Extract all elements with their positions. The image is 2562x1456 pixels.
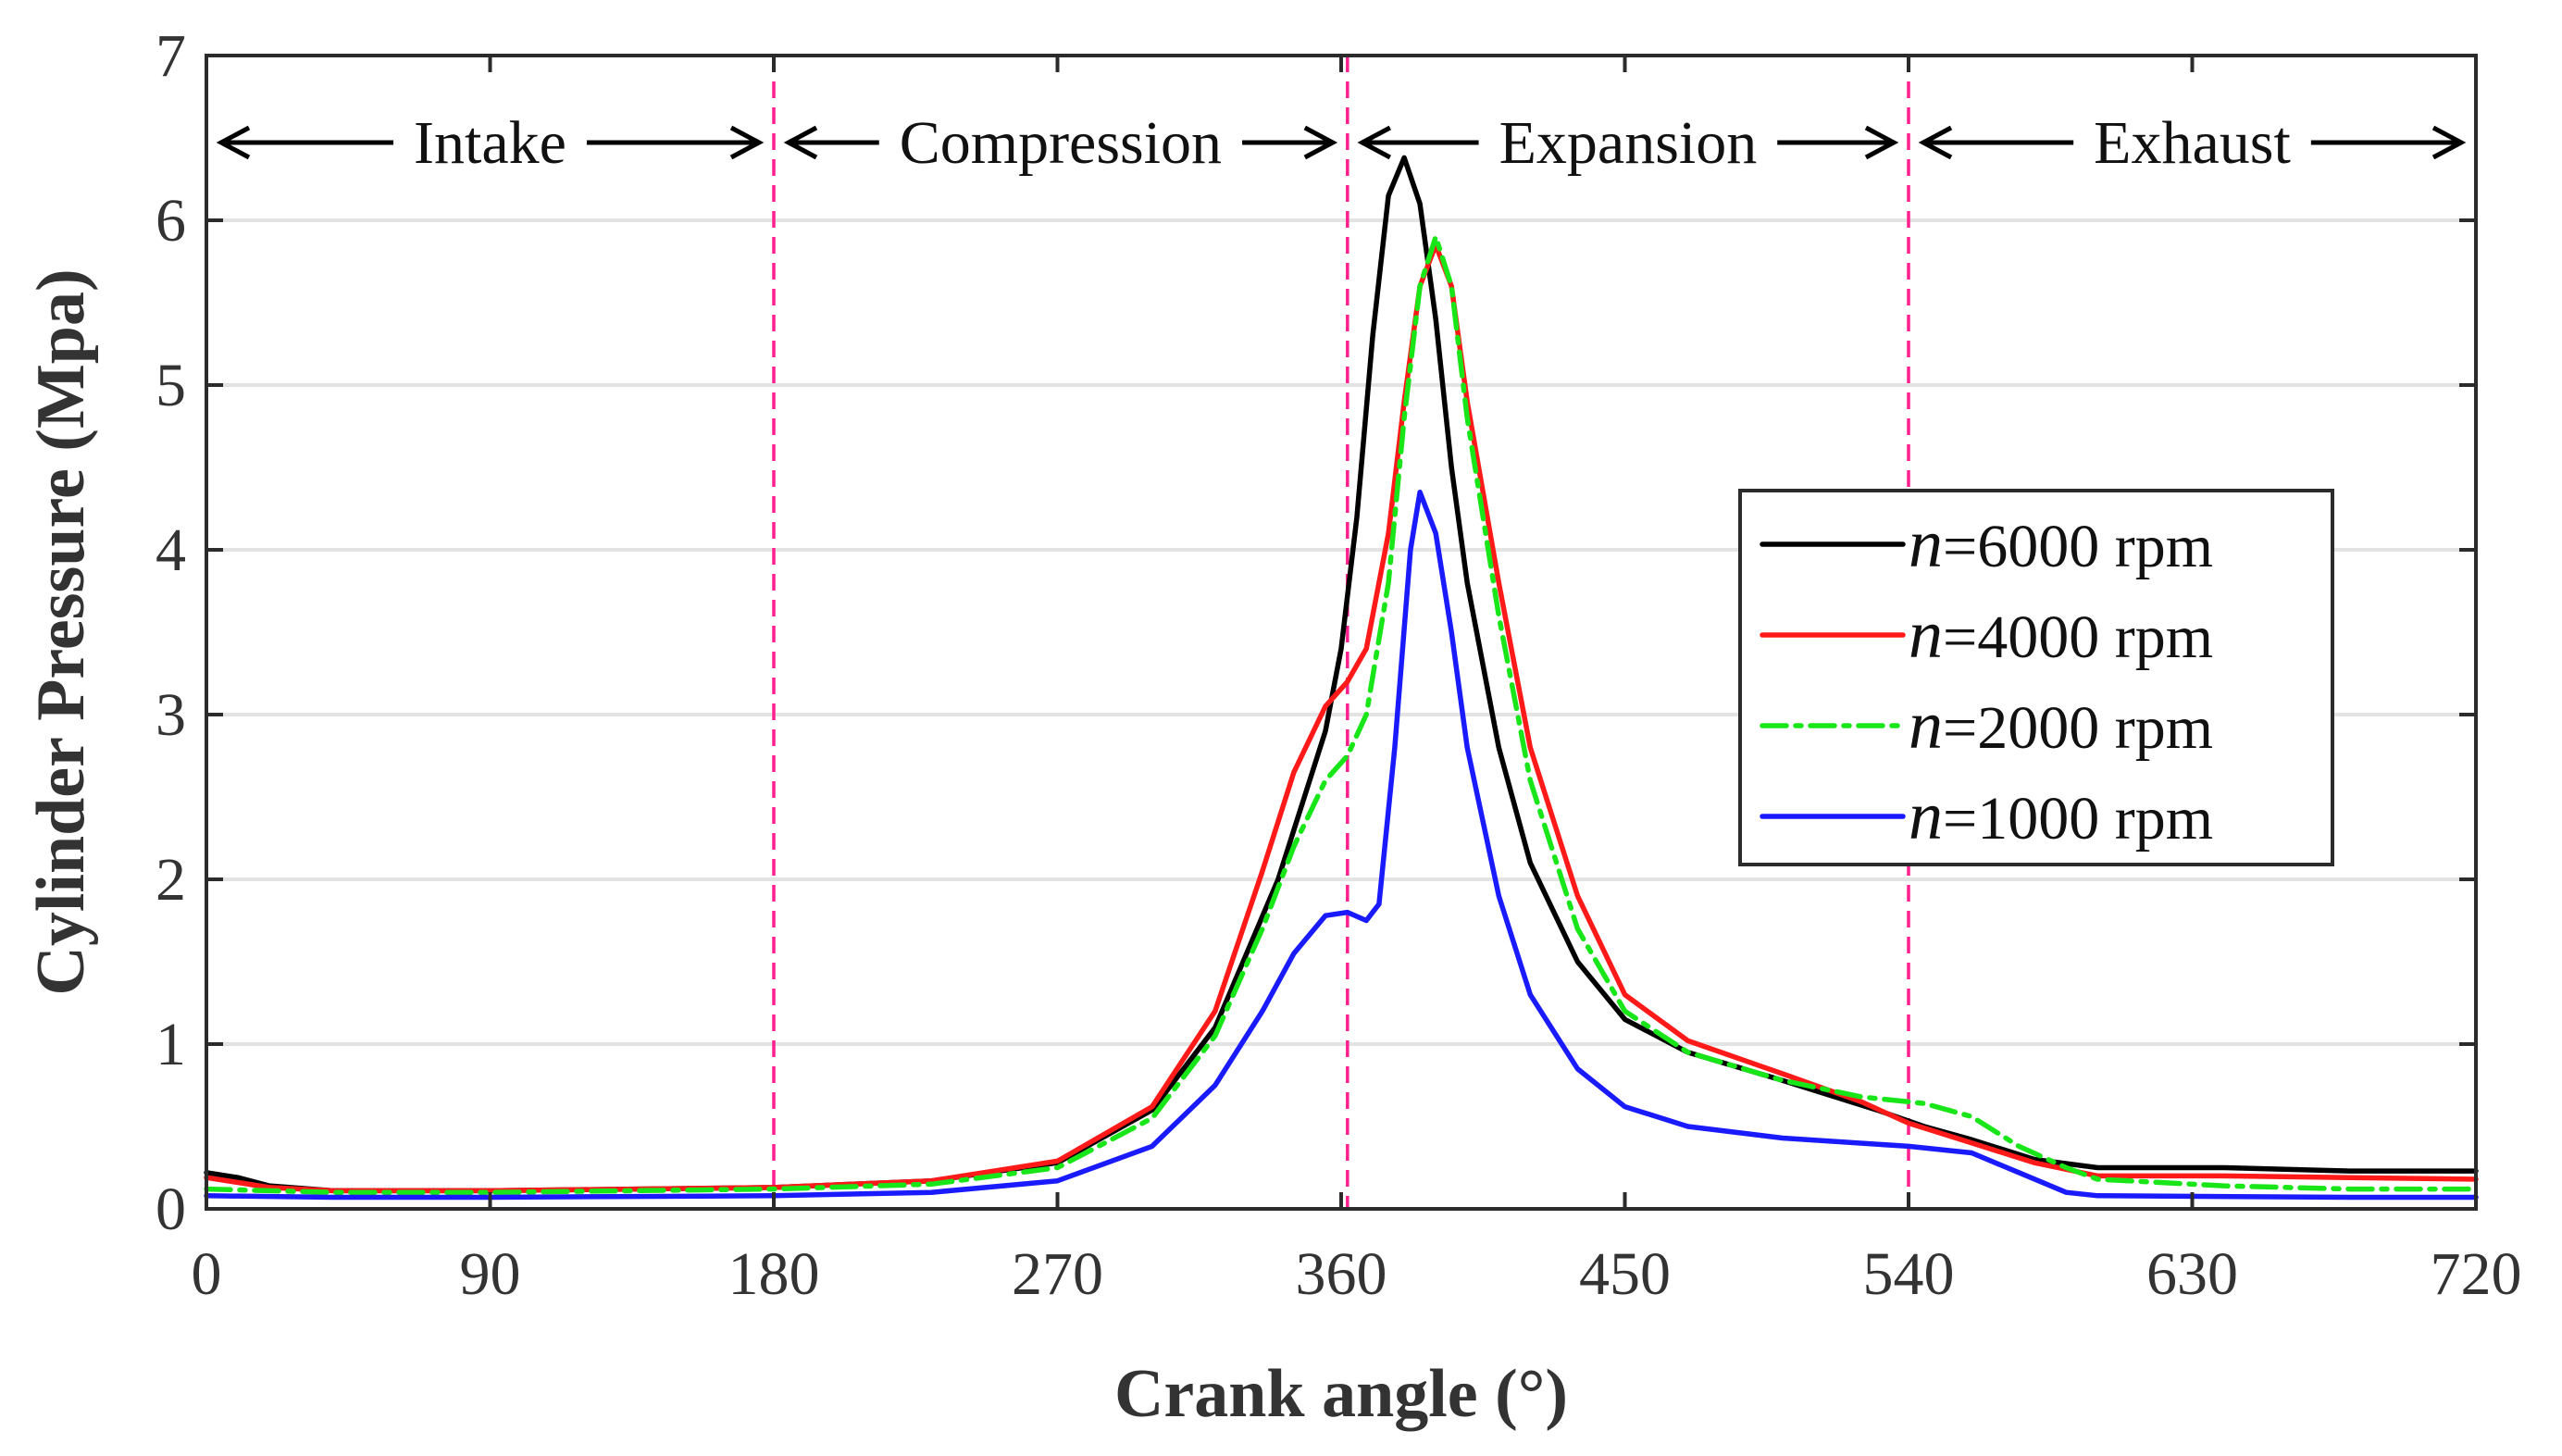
x-tick-label: 360: [1296, 1240, 1387, 1308]
legend-label: n=1000 rpm: [1909, 778, 2213, 854]
phase-exhaust: Exhaust: [1918, 109, 2467, 177]
arrow-head-icon: [216, 125, 251, 160]
arrow-head-icon: [1864, 125, 1899, 160]
phase-label: Intake: [414, 109, 566, 177]
arrow-head-icon: [1918, 125, 1953, 160]
legend-symbol: n: [1909, 778, 1943, 854]
y-tick-label: 0: [155, 1176, 186, 1243]
axis-ticks: 0 1 2 3 4 5 6 7 0 90 180 270 360 450 540 630 720: [155, 22, 2522, 1308]
phase-annotations: Intake Compression Expansion Exhaust: [216, 109, 2467, 177]
y-tick-label: 5: [155, 352, 186, 419]
legend-label: n=6000 rpm: [1909, 506, 2213, 582]
x-tick-label: 630: [2146, 1240, 2238, 1308]
legend-label: n=2000 rpm: [1909, 688, 2213, 764]
legend-entry: n=4000 rpm: [1760, 597, 2213, 673]
series-lines: [204, 155, 2479, 1201]
arrow-head-icon: [1303, 125, 1338, 160]
phase-expansion: Expansion: [1357, 109, 1899, 177]
y-tick-label: 6: [155, 187, 186, 255]
phase-label: Compression: [900, 109, 1222, 177]
legend-value: =6000 rpm: [1943, 513, 2213, 580]
legend-symbol: n: [1909, 506, 1943, 582]
phase-intake: Intake: [216, 109, 765, 177]
x-tick-label: 90: [460, 1240, 521, 1308]
x-axis-title: Crank angle (°): [1114, 1356, 1568, 1432]
grid-lines: [206, 218, 2476, 1046]
legend-value: =2000 rpm: [1943, 694, 2213, 762]
y-tick-label: 2: [155, 846, 186, 914]
series-line-2000-rpm: [204, 234, 2479, 1195]
legend-entry: n=2000 rpm: [1760, 688, 2213, 764]
arrow-head-icon: [1357, 125, 1391, 160]
x-tick-label: 270: [1012, 1240, 1103, 1308]
x-tick-label: 0: [192, 1240, 222, 1308]
y-axis-title: Cylinder Pressure (Mpa): [23, 268, 99, 995]
x-tick-label: 720: [2431, 1240, 2522, 1308]
y-tick-label: 7: [155, 22, 186, 90]
y-tick-label: 4: [155, 516, 186, 584]
arrow-head-icon: [783, 125, 818, 160]
arrow-head-icon: [2431, 125, 2467, 160]
phase-label: Exhaust: [2094, 109, 2291, 177]
legend-entry: n=1000 rpm: [1760, 778, 2213, 854]
legend-entry: n=6000 rpm: [1760, 506, 2213, 582]
phase-label: Expansion: [1499, 109, 1758, 177]
x-tick-label: 450: [1579, 1240, 1671, 1308]
y-tick-label: 1: [155, 1011, 186, 1078]
series-line-1000-rpm: [204, 489, 2479, 1201]
legend-value: =4000 rpm: [1943, 604, 2213, 671]
legend-label: n=4000 rpm: [1909, 597, 2213, 673]
x-tick-label: 540: [1863, 1240, 1955, 1308]
x-tick-label: 180: [728, 1240, 820, 1308]
legend-box: [1738, 489, 2334, 866]
legend-symbol: n: [1909, 597, 1943, 673]
arrow-head-icon: [729, 125, 765, 160]
legend-value: =1000 rpm: [1943, 785, 2213, 852]
y-tick-label: 3: [155, 681, 186, 749]
phase-compression: Compression: [783, 109, 1338, 177]
legend-symbol: n: [1909, 688, 1943, 764]
